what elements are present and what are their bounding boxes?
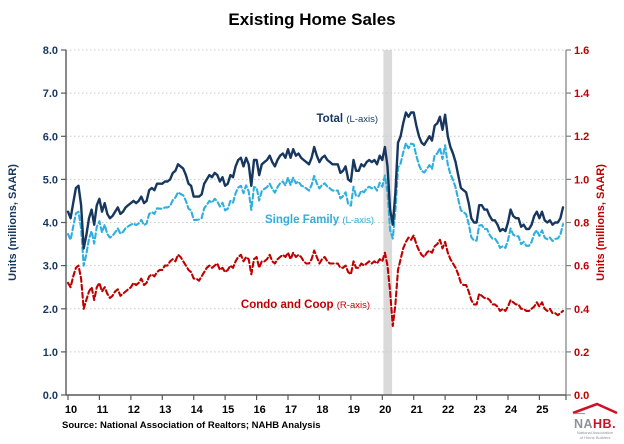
x-tick-label: 14 — [191, 404, 204, 416]
single-family-label: Single Family (L-axis) — [265, 214, 374, 226]
source-note: Source: National Association of Realtors… — [62, 420, 321, 431]
right-tick-label: 0.2 — [574, 347, 589, 359]
left-tick-label: 6.0 — [43, 131, 58, 143]
left-tick-label: 2.0 — [43, 304, 58, 316]
condo-and-coop-label: Condo and Coop (R-axis) — [241, 299, 370, 311]
x-tick-label: 12 — [128, 404, 140, 416]
right-axis-title: Units (millions, SAAR) — [595, 164, 607, 281]
x-tick-label: 25 — [536, 404, 548, 416]
x-tick-label: 21 — [411, 404, 423, 416]
x-tick-label: 24 — [505, 404, 518, 416]
right-tick-label: 0.4 — [574, 304, 590, 316]
nahb-roof-icon — [572, 402, 618, 415]
single-family-line — [66, 142, 565, 267]
nahb-logo-tagline: National Association of Home Builders — [576, 430, 614, 441]
nahb-logo-wordmark: NAHB. — [569, 418, 621, 431]
right-tick-label: 1.4 — [574, 88, 590, 100]
x-tick-label: 18 — [316, 404, 328, 416]
total-label: Total (L-axis) — [317, 113, 378, 125]
left-tick-label: 4.0 — [43, 218, 58, 230]
nahb-logo: NAHB. National Association of Home Build… — [569, 402, 621, 441]
left-axis-title: Units (millions, SAAR) — [7, 164, 19, 281]
nahb-logo-na: NA — [573, 416, 594, 431]
left-tick-label: 3.0 — [43, 261, 58, 273]
nahb-logo-hb: HB. — [593, 416, 617, 431]
right-tick-label: 0.0 — [574, 390, 589, 402]
x-tick-label: 15 — [222, 404, 234, 416]
x-tick-label: 16 — [253, 404, 265, 416]
right-tick-label: 1.2 — [574, 131, 589, 143]
x-tick-label: 13 — [159, 404, 171, 416]
x-tick-label: 11 — [97, 404, 109, 416]
condo-and-coop-line — [66, 234, 565, 328]
x-tick-label: 23 — [473, 404, 485, 416]
left-tick-label: 7.0 — [43, 88, 58, 100]
left-tick-label: 8.0 — [43, 45, 58, 57]
right-tick-label: 0.8 — [574, 218, 589, 230]
right-tick-label: 1.0 — [574, 174, 589, 186]
x-tick-label: 20 — [379, 404, 391, 416]
right-tick-label: 0.6 — [574, 261, 589, 273]
chart-title: Existing Home Sales — [228, 10, 396, 29]
left-tick-label: 5.0 — [43, 174, 58, 186]
total-line — [66, 111, 565, 250]
recession-band — [383, 50, 393, 395]
right-tick-label: 1.6 — [574, 45, 589, 57]
x-tick-label: 10 — [65, 404, 77, 416]
x-tick-label: 17 — [285, 404, 297, 416]
x-tick-label: 22 — [442, 404, 454, 416]
x-tick-label: 19 — [348, 404, 360, 416]
left-tick-label: 1.0 — [43, 347, 58, 359]
left-tick-label: 0.0 — [43, 390, 58, 402]
